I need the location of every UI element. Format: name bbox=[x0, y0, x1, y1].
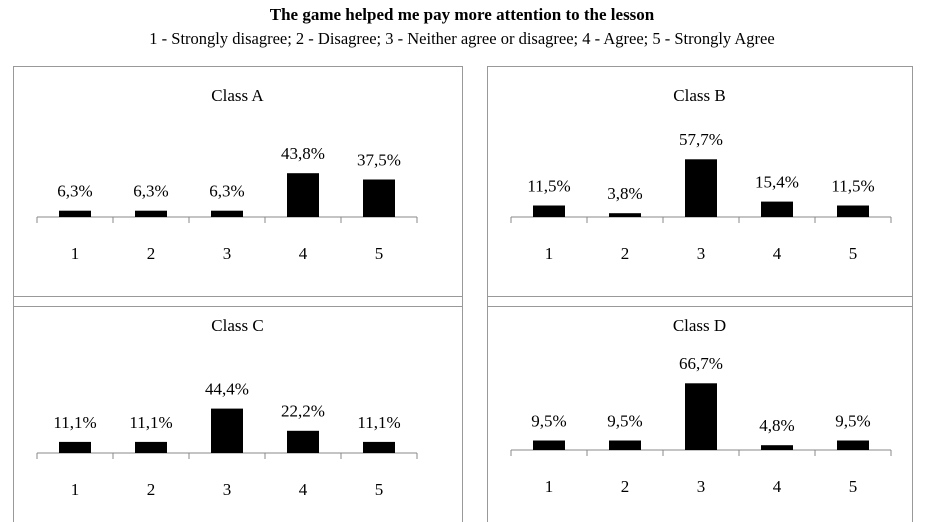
x-tick-label: 4 bbox=[299, 480, 308, 499]
bar bbox=[685, 383, 717, 450]
bar bbox=[135, 441, 167, 453]
value-label: 6,3% bbox=[209, 182, 244, 201]
bar bbox=[363, 179, 395, 217]
x-tick-label: 2 bbox=[621, 244, 630, 263]
value-label: 11,1% bbox=[357, 413, 400, 432]
bar bbox=[363, 441, 395, 453]
panel-frame bbox=[13, 66, 463, 307]
value-label: 43,8% bbox=[281, 144, 325, 163]
value-label: 11,5% bbox=[527, 176, 570, 195]
bar bbox=[609, 213, 641, 217]
panel-title: Class C bbox=[211, 316, 263, 335]
value-label: 57,7% bbox=[679, 130, 723, 149]
value-label: 9,5% bbox=[835, 411, 870, 430]
value-label: 15,4% bbox=[755, 173, 799, 192]
bar bbox=[685, 159, 717, 217]
value-label: 44,4% bbox=[205, 380, 249, 399]
panel-title: Class B bbox=[673, 86, 725, 105]
panel-title: Class D bbox=[673, 316, 726, 335]
figure-subtitle: 1 - Strongly disagree; 2 - Disagree; 3 -… bbox=[149, 29, 774, 48]
panel-frame bbox=[487, 66, 913, 307]
bar bbox=[837, 205, 869, 217]
bar bbox=[135, 210, 167, 217]
x-tick-label: 1 bbox=[545, 244, 554, 263]
bar bbox=[211, 210, 243, 217]
x-tick-label: 3 bbox=[697, 477, 706, 496]
bar bbox=[609, 440, 641, 450]
panel-frame bbox=[13, 296, 463, 522]
x-tick-label: 1 bbox=[71, 244, 80, 263]
value-label: 37,5% bbox=[357, 150, 401, 169]
bar bbox=[287, 173, 319, 217]
bar bbox=[59, 210, 91, 217]
bar bbox=[533, 440, 565, 450]
bar bbox=[761, 445, 793, 450]
value-label: 6,3% bbox=[133, 182, 168, 201]
x-tick-label: 3 bbox=[223, 480, 232, 499]
bar bbox=[761, 201, 793, 217]
panel-title: Class A bbox=[211, 86, 264, 105]
x-tick-label: 4 bbox=[773, 244, 782, 263]
value-label: 22,2% bbox=[281, 402, 325, 421]
x-tick-label: 5 bbox=[849, 477, 858, 496]
x-tick-label: 3 bbox=[697, 244, 706, 263]
value-label: 11,1% bbox=[129, 413, 172, 432]
value-label: 9,5% bbox=[607, 411, 642, 430]
x-tick-label: 5 bbox=[375, 480, 384, 499]
figure-title: The game helped me pay more attention to… bbox=[270, 5, 655, 24]
x-tick-label: 1 bbox=[71, 480, 80, 499]
x-tick-label: 5 bbox=[849, 244, 858, 263]
x-tick-label: 4 bbox=[773, 477, 782, 496]
x-tick-label: 2 bbox=[147, 480, 156, 499]
x-tick-label: 2 bbox=[621, 477, 630, 496]
x-tick-label: 3 bbox=[223, 244, 232, 263]
x-tick-label: 1 bbox=[545, 477, 554, 496]
value-label: 11,5% bbox=[831, 176, 874, 195]
bar bbox=[59, 441, 91, 453]
x-tick-label: 5 bbox=[375, 244, 384, 263]
value-label: 66,7% bbox=[679, 354, 723, 373]
bar bbox=[287, 430, 319, 453]
value-label: 9,5% bbox=[531, 411, 566, 430]
x-tick-label: 4 bbox=[299, 244, 308, 263]
value-label: 4,8% bbox=[759, 416, 794, 435]
value-label: 6,3% bbox=[57, 182, 92, 201]
bar bbox=[211, 408, 243, 453]
panel-frame bbox=[487, 296, 913, 522]
value-label: 11,1% bbox=[53, 413, 96, 432]
bar bbox=[837, 440, 869, 450]
x-tick-label: 2 bbox=[147, 244, 156, 263]
bar bbox=[533, 205, 565, 217]
value-label: 3,8% bbox=[607, 184, 642, 203]
